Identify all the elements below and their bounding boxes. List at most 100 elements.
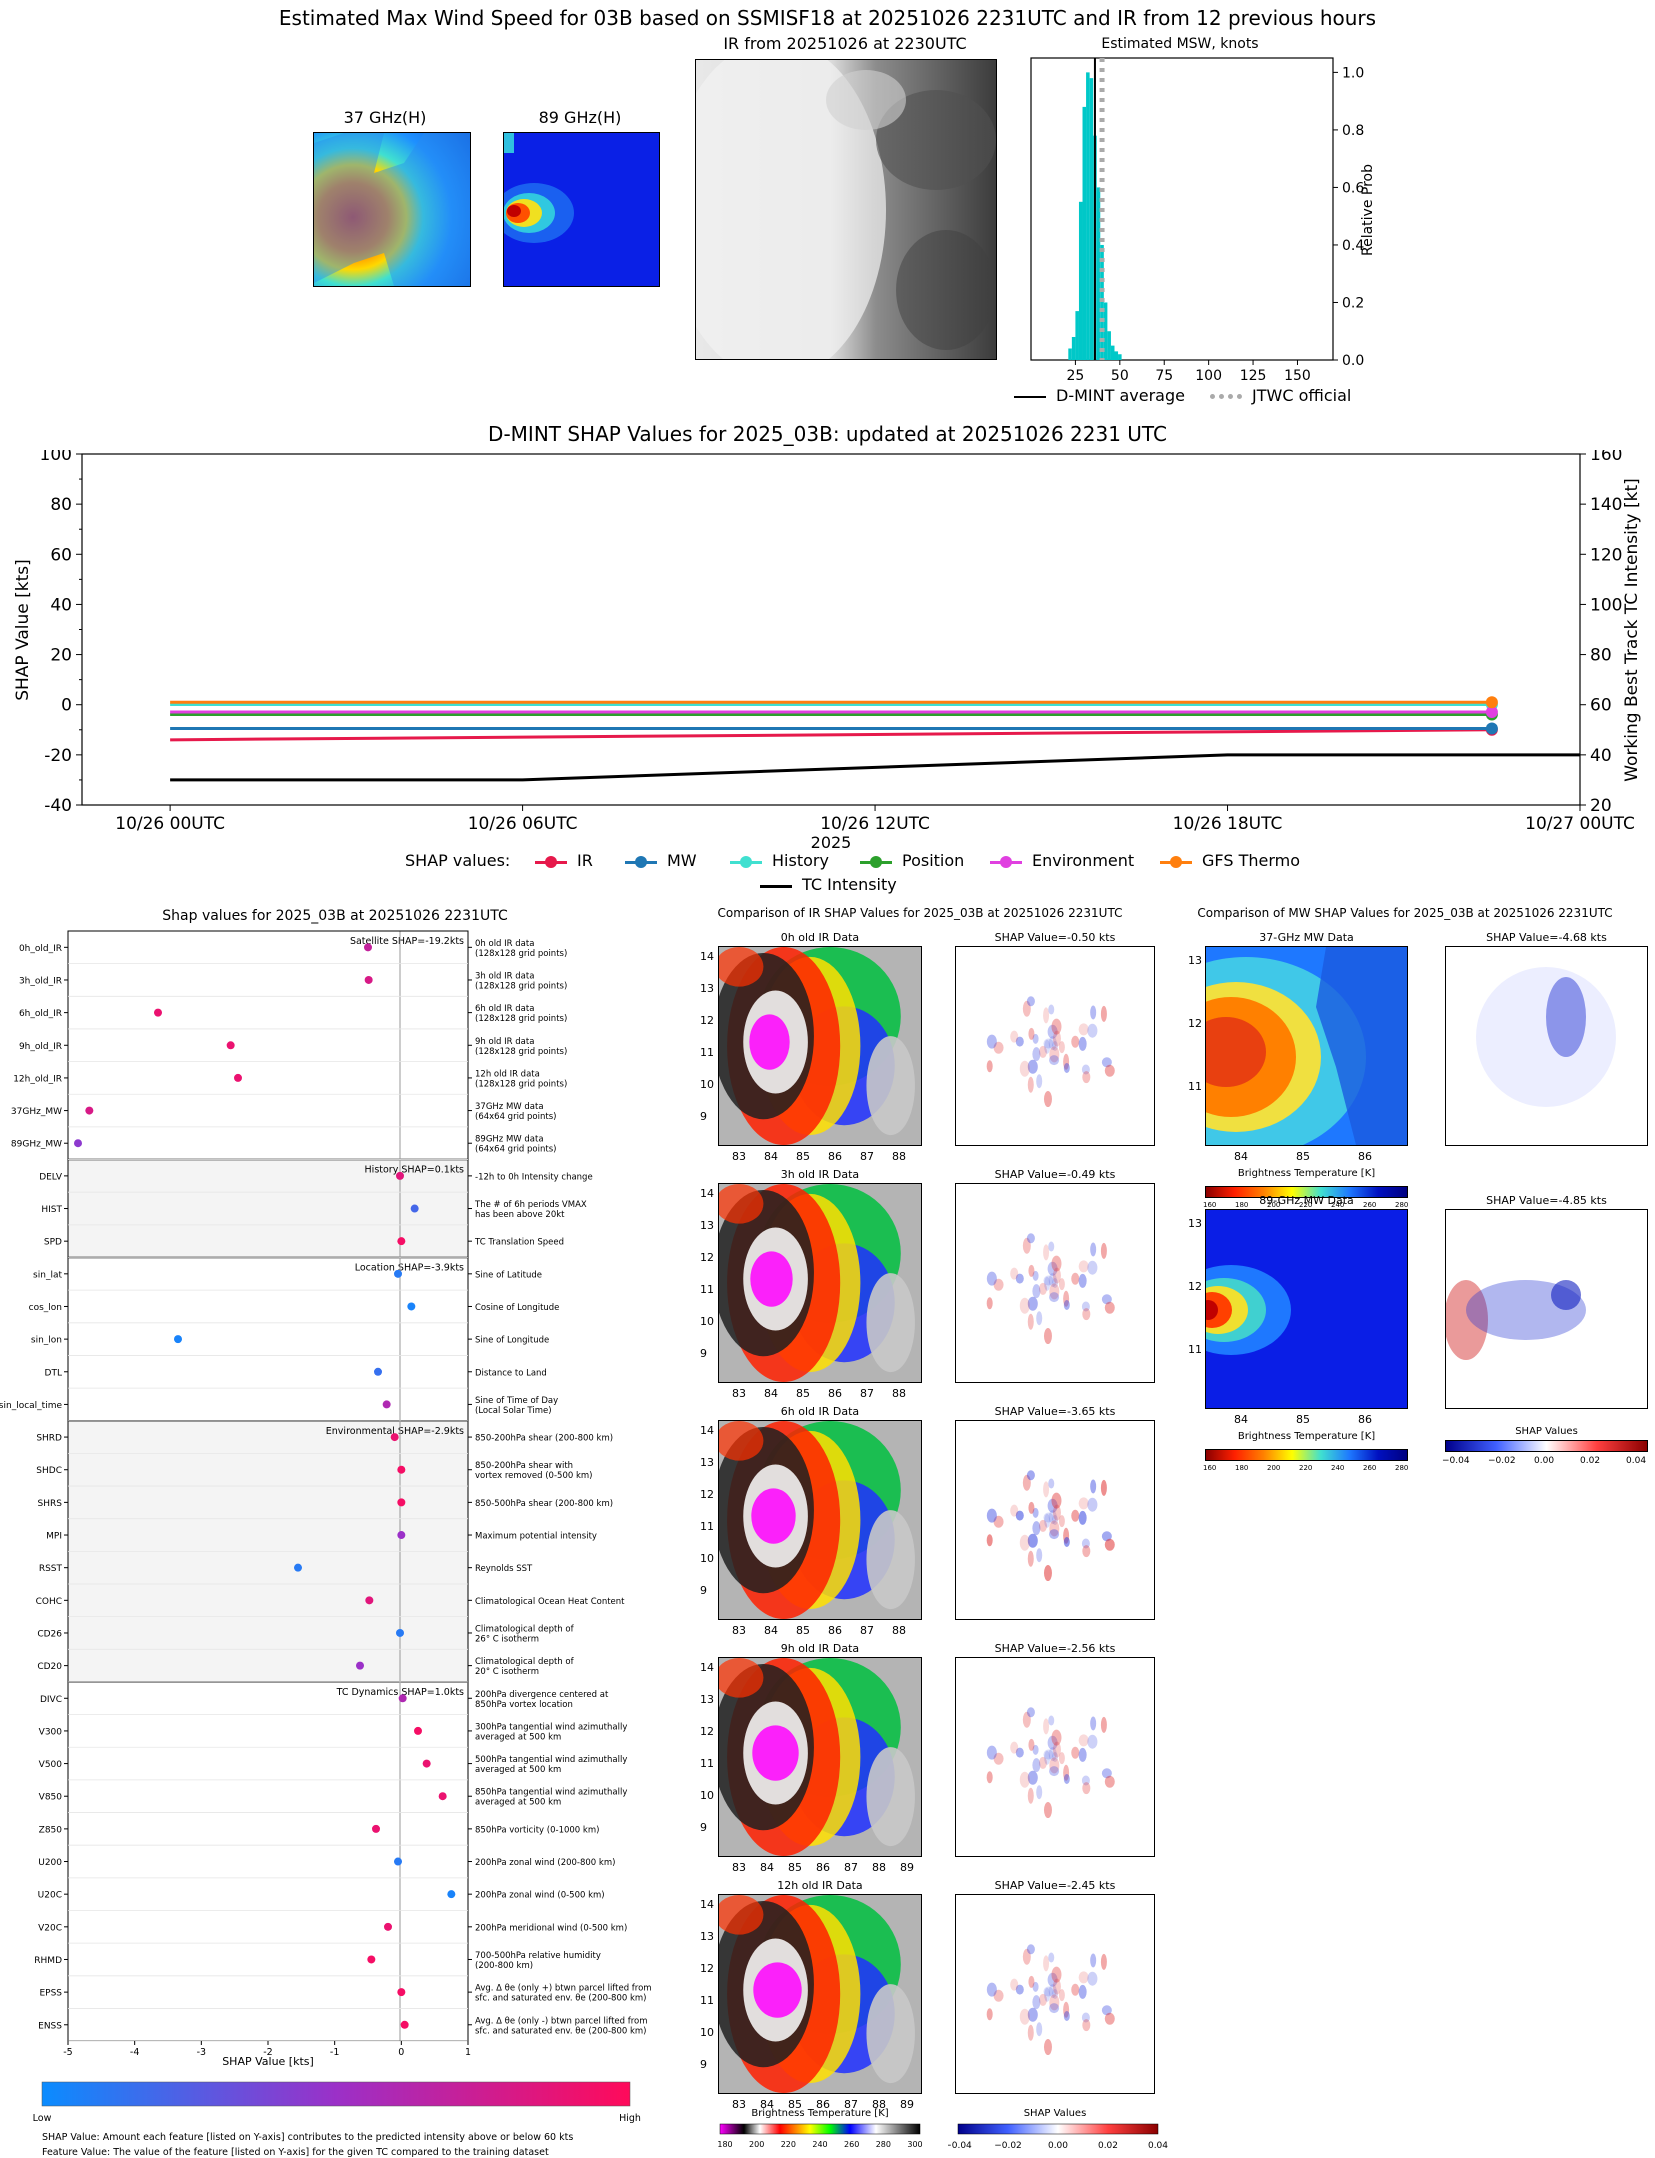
feature-description: (128x128 grid points) <box>475 1047 567 1057</box>
ir-data-image <box>718 1657 922 1857</box>
feature-value-colorbar <box>41 2081 631 2107</box>
feature-name: U20C <box>38 1891 62 1901</box>
ir-xtick-label: 86 <box>828 1624 842 1637</box>
ir-xtick-label: 83 <box>732 2098 746 2111</box>
main-title: Estimated Max Wind Speed for 03B based o… <box>278 6 1377 30</box>
mw-bt-tick: 160 <box>1203 1201 1217 1209</box>
feature-description: 700-500hPa relative humidity <box>475 1951 601 1961</box>
feature-name: 3h_old_IR <box>19 976 62 986</box>
feature-shap-point <box>364 943 372 952</box>
mw-ytick-label: 12 <box>1188 1280 1202 1293</box>
feature-description: 200hPa divergence centered at <box>475 1690 609 1700</box>
feature-name: 37GHz_MW <box>11 1107 62 1117</box>
mw-bt-tick: 200 <box>1267 1464 1281 1472</box>
ir-ytick-label: 12 <box>700 1725 714 1738</box>
msw-legend: D-MINT average JTWC official <box>1010 386 1410 406</box>
timeseries-ylabel: SHAP Value [kts] <box>13 559 33 701</box>
ir-data-image <box>718 1894 922 2094</box>
feature-shap-point <box>394 1269 402 1278</box>
ir-xtick-label: 84 <box>760 2098 774 2111</box>
ir-ytick-label: 10 <box>700 2026 714 2039</box>
ir-ytick-label: 12 <box>700 1251 714 1264</box>
msw-plot-frame <box>1030 57 1334 361</box>
mw-row-label: 89-GHz MW Data <box>1259 1194 1354 1207</box>
mw-xtick-label: 86 <box>1358 1413 1372 1426</box>
group-label: Satellite SHAP=-19.2kts <box>350 936 464 947</box>
ir-ytick-label: 11 <box>700 1283 714 1296</box>
ir-ytick-label: 13 <box>700 982 714 995</box>
ts-y2tick-label: 140 <box>1590 495 1622 515</box>
feature-shap-point <box>356 1661 364 1670</box>
mw-bt-label: Brightness Temperature [K] <box>1237 1168 1376 1179</box>
ir-ytick-label: 12 <box>700 1014 714 1027</box>
ir-ytick-label: 9 <box>700 1347 707 1360</box>
features-xtick-label: 0 <box>398 2047 404 2058</box>
feature-name: 89GHz_MW <box>11 1140 62 1150</box>
feature-name: RSST <box>39 1564 63 1574</box>
feature-description: vortex removed (0-500 km) <box>475 1471 592 1481</box>
ir-image <box>695 59 997 360</box>
feature-description: averaged at 500 km <box>475 1798 561 1808</box>
timeseries-legend: SHAP values: IR MW History Position Environm… <box>405 851 1365 899</box>
ir-xtick-label: 83 <box>732 1387 746 1400</box>
histogram-bar <box>1114 351 1119 360</box>
mw-xtick-label: 85 <box>1296 1413 1310 1426</box>
histogram-bar <box>1103 302 1108 360</box>
ir-xtick-label: 84 <box>764 1150 778 1163</box>
ir-shap-label: SHAP Value=-0.50 kts <box>994 931 1116 944</box>
histogram-bar <box>1096 187 1101 360</box>
ir-ytick-label: 11 <box>700 1520 714 1533</box>
ir-data-image <box>718 1183 922 1383</box>
feature-description: 89GHz MW data <box>475 1135 544 1145</box>
series-endpoint-mw <box>1485 722 1498 735</box>
legend-label: TC Intensity <box>802 875 897 894</box>
mw-shap-tick: 0.02 <box>1580 1456 1601 1466</box>
ir-satellite <box>696 60 996 359</box>
features-xtick-label: -2 <box>263 2047 272 2058</box>
feature-shap-point <box>397 1465 406 1474</box>
ir-shap-label: SHAP Value=-3.65 kts <box>994 1405 1116 1418</box>
ir-xtick-label: 83 <box>732 1624 746 1637</box>
histogram-bar <box>1110 345 1115 360</box>
msw-xtick-label: 25 <box>1066 368 1084 384</box>
ir-bt-tick: 260 <box>844 2140 859 2149</box>
legend-label: MW <box>667 851 697 870</box>
msw-ylabel: Relative Prob <box>1360 164 1376 256</box>
series-line-ir <box>170 728 1492 742</box>
legend-dmint-line <box>1014 396 1046 398</box>
legend-prefix: SHAP values: <box>405 851 511 870</box>
mw-xtick-label: 85 <box>1296 1150 1310 1163</box>
feature-name: V500 <box>39 1760 63 1770</box>
feature-shap-point <box>394 1857 402 1866</box>
histogram-bar <box>1082 106 1087 360</box>
histogram-bar <box>1078 201 1083 360</box>
ir-shap-label: SHAP Value=-0.49 kts <box>994 1168 1116 1181</box>
shap-features-chart: Satellite SHAP=-19.2kts History SHAP=0.1k… <box>0 930 652 2124</box>
timeseries-ylabel2: Working Best Track TC Intensity [kt] <box>1622 478 1642 782</box>
feature-name: sin_lon <box>31 1336 62 1346</box>
ir-data-image <box>718 946 922 1146</box>
ir-ytick-label: 13 <box>700 1456 714 1469</box>
feature-shap-point <box>396 1628 404 1637</box>
ir-xtick-label: 87 <box>860 1387 874 1400</box>
legend-item-intensity: TC Intensity <box>760 875 960 897</box>
ir-data-image <box>718 1420 922 1620</box>
ir-shap-tick: 0.02 <box>1098 2141 1118 2151</box>
ir-compare-title: Comparison of IR SHAP Values for 2025_03… <box>717 906 1123 920</box>
ir-xtick-label: 88 <box>872 1861 886 1874</box>
histogram-bar <box>1086 72 1090 360</box>
series-endpoint-gfs <box>1485 696 1498 709</box>
feature-shap-point <box>364 975 373 984</box>
feature-shap-point <box>407 1302 416 1311</box>
histogram-bar <box>1107 331 1111 360</box>
mw-shap-tick: −0.02 <box>1488 1456 1516 1466</box>
feature-shap-point <box>382 1400 391 1409</box>
mw-ytick-label: 12 <box>1188 1017 1202 1030</box>
features-title: Shap values for 2025_03B at 20251026 223… <box>162 908 508 924</box>
ir-ytick-label: 14 <box>700 1424 714 1437</box>
feature-name: HIST <box>41 1205 62 1215</box>
legend-item-gfs: GFS Thermo <box>1160 851 1330 873</box>
ir-ytick-label: 10 <box>700 1315 714 1328</box>
feature-shap-point <box>390 1433 399 1442</box>
feature-shap-point <box>374 1367 382 1376</box>
